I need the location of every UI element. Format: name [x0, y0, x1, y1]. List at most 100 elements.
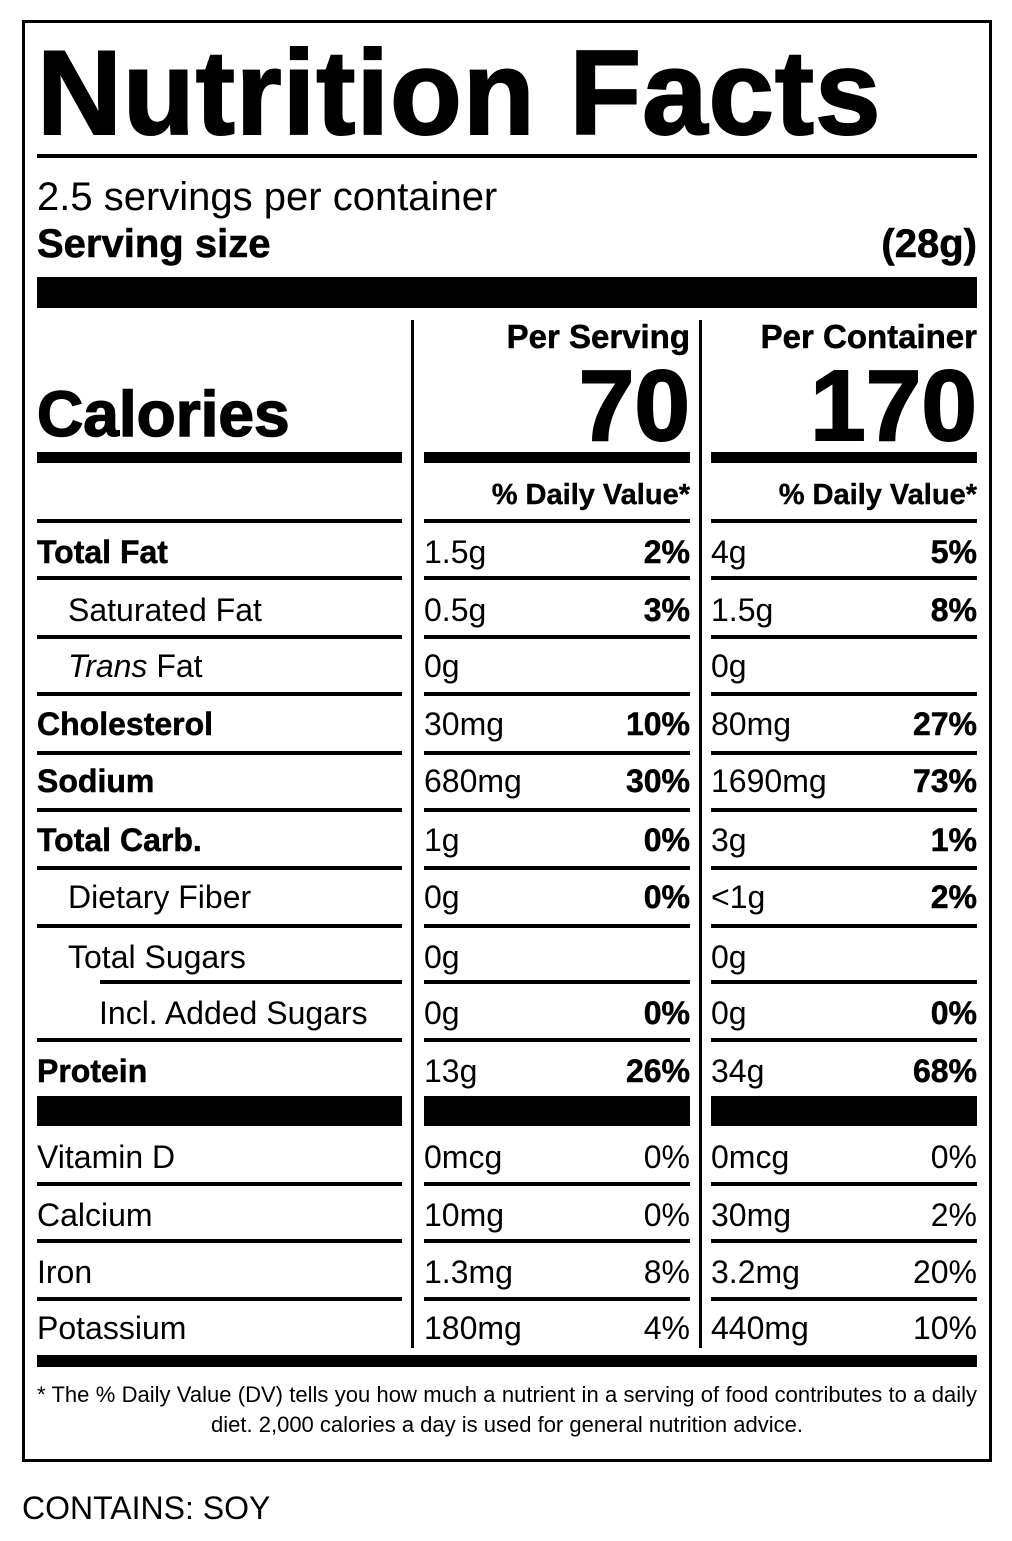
nutrient-7-rule-left — [37, 924, 402, 928]
nutrient-name: Trans Fat — [68, 646, 203, 686]
nutrient-8-rule-right — [711, 980, 977, 984]
serving-amount: 13g — [424, 1053, 478, 1089]
nutrient-4-rule-mid — [424, 751, 690, 755]
vitamin-serving-dv: 0% — [643, 1197, 690, 1233]
nutrient-name-italic: Trans — [68, 648, 148, 684]
vitamin-3-rule-left — [37, 1297, 402, 1301]
nutrient-3-rule-mid — [424, 692, 690, 696]
nutrient-name: Cholesterol — [37, 706, 214, 743]
per-serving-header: Per Serving — [506, 318, 690, 355]
nutrient-5-rule-right — [711, 808, 977, 812]
nutrient-6-rule-mid — [424, 866, 690, 870]
container-amount: 0g — [711, 648, 747, 684]
serving-amount: 0g — [424, 879, 460, 915]
serving-amount: 0g — [424, 995, 460, 1031]
nutrient-9-rule-mid — [424, 1038, 690, 1042]
container-amount: 0g — [711, 995, 747, 1031]
servings-per-container: 2.5 servings per container — [37, 175, 498, 219]
nutrient-7-rule-right — [711, 924, 977, 928]
serving-size-label: Serving size — [37, 222, 271, 267]
nutrient-1-rule-mid — [424, 576, 690, 580]
vitamin-2-rule-mid — [424, 1239, 690, 1243]
vitamin-1-rule-right — [711, 1182, 977, 1186]
label-title: Nutrition Facts — [36, 26, 882, 160]
nutrient-3-rule-left — [37, 692, 402, 696]
vitamin-name: Iron — [37, 1254, 93, 1290]
container-daily-value: 68% — [912, 1053, 978, 1090]
calories-bar-left — [37, 452, 402, 463]
serving-daily-value: 10% — [625, 706, 691, 743]
nutrient-name: Total Fat — [37, 534, 168, 571]
serving-amount: 30mg — [424, 706, 505, 742]
container-amount: 4g — [711, 534, 747, 570]
nutrient-9-rule-right — [711, 1038, 977, 1042]
vitamin-2-rule-right — [711, 1239, 977, 1243]
serving-amount: 1.5g — [424, 534, 487, 570]
nutrient-7-rule-mid — [424, 924, 690, 928]
serving-amount: 1g — [424, 822, 460, 858]
container-amount: 1690mg — [711, 763, 827, 799]
container-daily-value: 5% — [930, 534, 978, 571]
nutrient-name: Total Sugars — [68, 939, 246, 975]
container-amount: 0g — [711, 939, 747, 975]
container-daily-value: 8% — [930, 592, 978, 629]
vitamin-container-amount: 3.2mg — [711, 1254, 800, 1290]
container-amount: 34g — [711, 1053, 765, 1089]
nutrient-6-rule-left — [37, 866, 402, 870]
vitamin-container-dv: 2% — [930, 1197, 977, 1233]
serving-amount: 0.5g — [424, 592, 487, 628]
serving-amount: 680mg — [424, 763, 522, 799]
serving-thick-bar — [37, 277, 977, 308]
serving-amount: 0g — [424, 939, 460, 975]
serving-amount: 0g — [424, 648, 460, 684]
vitamin-container-amount: 30mg — [711, 1197, 792, 1233]
vitamin-3-rule-mid — [424, 1297, 690, 1301]
container-amount: <1g — [711, 879, 766, 915]
nutrient-6-rule-right — [711, 866, 977, 870]
nutrient-3-rule-right — [711, 692, 977, 696]
nutrient-name: Incl. Added Sugars — [99, 995, 368, 1031]
vitamin-3-rule-right — [711, 1297, 977, 1301]
vitamin-container-dv: 20% — [912, 1254, 977, 1290]
nutrient-5-rule-left — [37, 808, 402, 812]
nutrient-0-rule-left — [37, 519, 402, 523]
nutrient-1-rule-right — [711, 576, 977, 580]
nutrient-2-rule-right — [711, 635, 977, 639]
nutrient-5-rule-mid — [424, 808, 690, 812]
nutrient-1-rule-left — [37, 576, 402, 580]
column-divider-left — [411, 320, 414, 1348]
calories-per-serving: 70 — [578, 350, 691, 462]
container-daily-value: 27% — [912, 706, 978, 743]
serving-daily-value: 26% — [625, 1053, 691, 1090]
nutrient-name: Saturated Fat — [68, 592, 262, 628]
protein-thick-bar-right — [711, 1096, 977, 1126]
serving-daily-value: 3% — [643, 592, 691, 629]
allergen-statement: CONTAINS: SOY — [22, 1490, 271, 1526]
vitamin-container-amount: 0mcg — [711, 1139, 790, 1175]
vitamin-container-dv: 0% — [930, 1139, 977, 1175]
per-container-header: Per Container — [760, 318, 977, 355]
vitamin-serving-dv: 0% — [643, 1139, 690, 1175]
vitamin-name: Potassium — [37, 1310, 187, 1346]
vitamin-name: Vitamin D — [37, 1139, 176, 1175]
vitamin-serving-dv: 4% — [643, 1310, 690, 1346]
nutrition-label-border — [22, 20, 992, 1462]
calories-bar-mid — [424, 452, 690, 463]
daily-value-footnote: * The % Daily Value (DV) tells you how m… — [37, 1382, 977, 1437]
dv-header-serving: % Daily Value* — [491, 479, 691, 511]
container-amount: 3g — [711, 822, 747, 858]
nutrient-4-rule-left — [37, 751, 402, 755]
nutrient-name-rest: Fat — [147, 648, 203, 684]
calories-bar-right — [711, 452, 977, 463]
vitamin-name: Calcium — [37, 1197, 153, 1233]
calories-label: Calories — [36, 377, 290, 451]
container-amount: 1.5g — [711, 592, 774, 628]
column-divider-right — [699, 320, 702, 1348]
vitamin-container-amount: 440mg — [711, 1310, 809, 1346]
container-daily-value: 0% — [930, 995, 978, 1032]
container-amount: 80mg — [711, 706, 792, 742]
vitamin-1-rule-left — [37, 1182, 402, 1186]
vitamin-container-dv: 10% — [912, 1310, 977, 1346]
vitamin-serving-amount: 0mcg — [424, 1139, 503, 1175]
nutrient-name: Sodium — [37, 763, 155, 800]
